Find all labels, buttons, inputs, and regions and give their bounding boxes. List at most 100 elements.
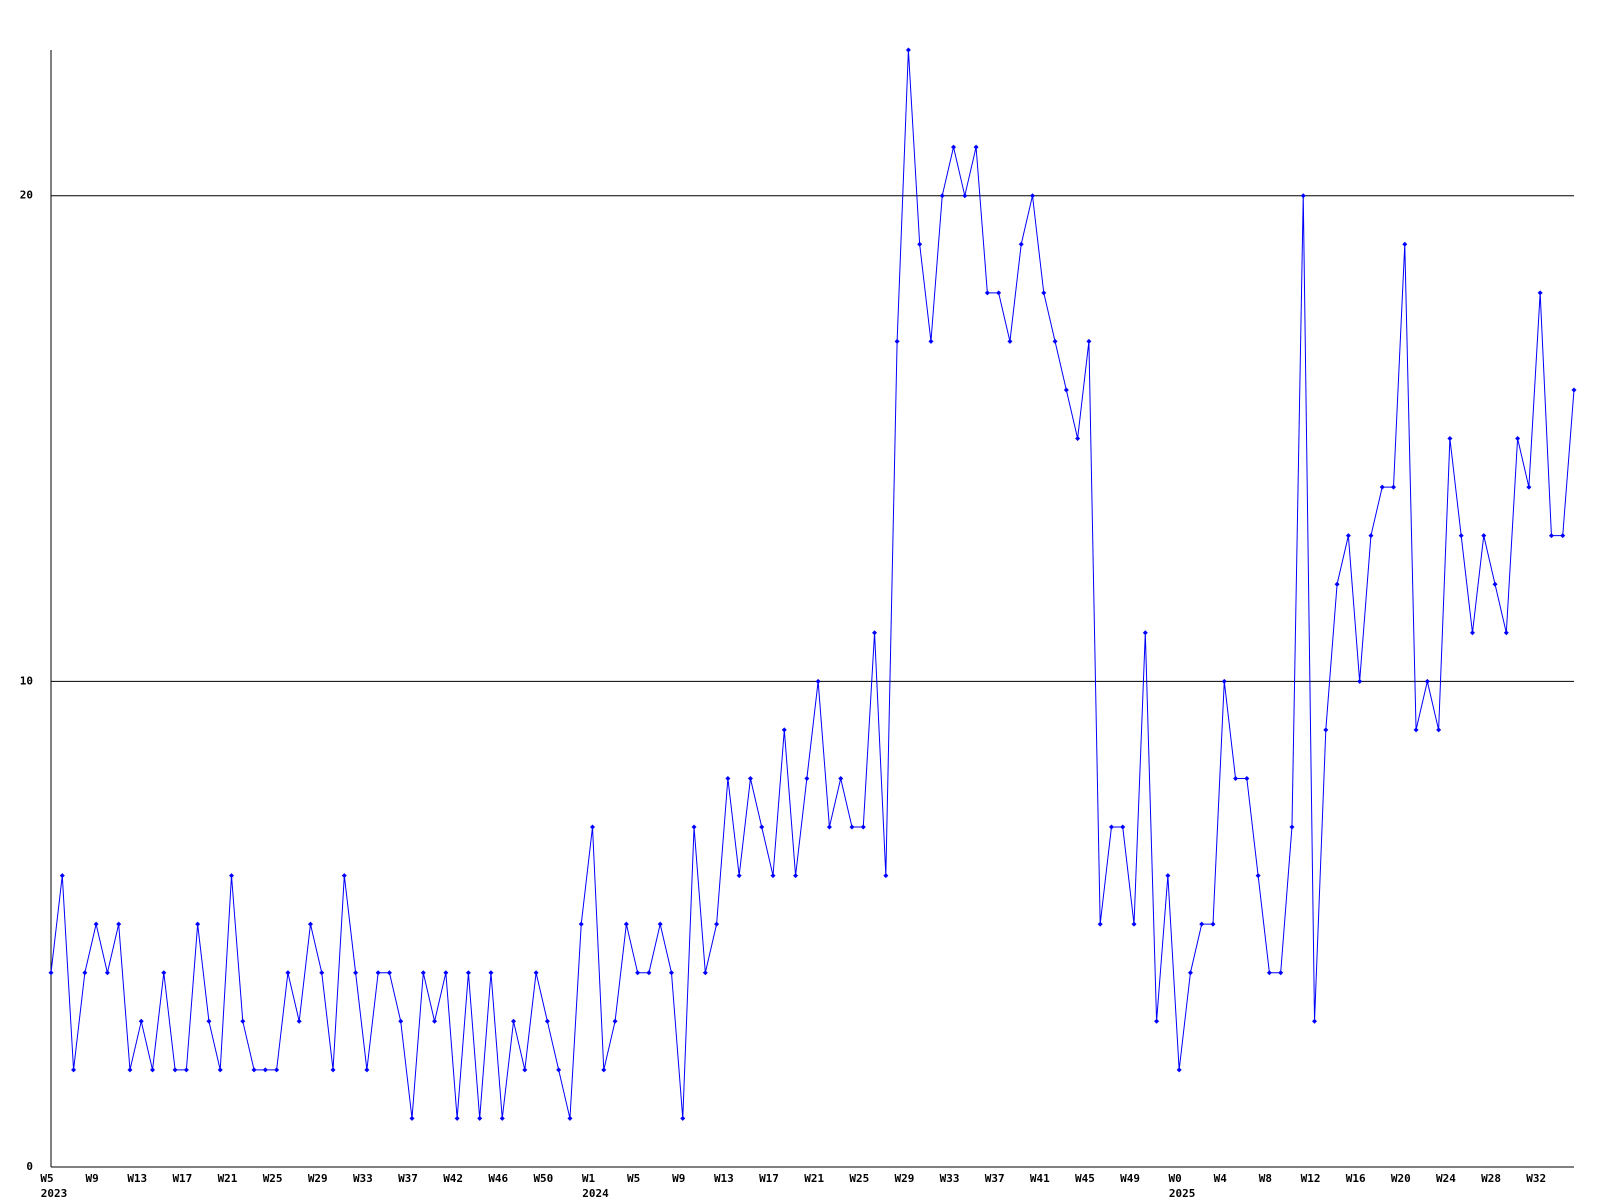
point [1515,436,1521,442]
point [1154,1018,1160,1024]
point [262,1067,268,1073]
point [657,921,663,927]
point [1413,727,1419,733]
point [150,1067,156,1073]
point [1469,630,1475,636]
point [1108,824,1114,830]
point [375,970,381,976]
point [939,193,945,199]
x-tick-label: W24 [1436,1172,1456,1185]
point [556,1067,562,1073]
point [770,873,776,879]
point [1007,338,1013,344]
point [217,1067,223,1073]
point [274,1067,280,1073]
point [1334,581,1340,587]
x-tick-label: W5 [627,1172,640,1185]
point [285,970,291,976]
x-tick-label: W29 [308,1172,328,1185]
point [1041,290,1047,296]
point [668,970,674,976]
point [1447,436,1453,442]
point [1300,193,1306,199]
point [635,970,641,976]
x-tick-label: W46 [488,1172,508,1185]
point [127,1067,133,1073]
point [93,921,99,927]
point [962,193,968,199]
point [533,970,539,976]
point [1323,727,1329,733]
point [1187,970,1193,976]
point [702,970,708,976]
point [1165,873,1171,879]
x-tick-label: W41 [1030,1172,1050,1185]
x-tick-label: W12 [1301,1172,1321,1185]
point [1199,921,1205,927]
point [1526,484,1532,490]
point [691,824,697,830]
point [917,241,923,247]
x-tick-label: W45 [1075,1172,1095,1185]
point [183,1067,189,1073]
point [1379,484,1385,490]
point [623,921,629,927]
point [443,970,449,976]
point [544,1018,550,1024]
y-tick-label: 10 [20,674,33,687]
x-tick-label: W0 [1169,1172,1182,1185]
point [420,970,426,976]
x-tick-label: W21 [218,1172,238,1185]
y-tick-label: 20 [20,189,33,202]
x-tick-label: W17 [759,1172,779,1185]
point [815,678,821,684]
point [1278,970,1284,976]
point [1289,824,1295,830]
point [838,775,844,781]
point [229,873,235,879]
point [1503,630,1509,636]
point [1018,241,1024,247]
point [353,970,359,976]
x-tick-label: W28 [1481,1172,1501,1185]
point [522,1067,528,1073]
point [883,873,889,879]
point [590,824,596,830]
point [138,1018,144,1024]
x-year-label: 2023 [41,1187,68,1200]
x-tick-label: W13 [714,1172,734,1185]
point [747,775,753,781]
point [1368,533,1374,539]
point [511,1018,517,1024]
x-year-label: 2024 [582,1187,609,1200]
point [714,921,720,927]
x-tick-label: W50 [533,1172,553,1185]
point [1424,678,1430,684]
point [973,144,979,150]
point [206,1018,212,1024]
point [567,1115,573,1121]
point [116,921,122,927]
point [59,873,65,879]
x-tick-label: W32 [1526,1172,1546,1185]
x-tick-label: W37 [398,1172,418,1185]
point [1548,533,1554,539]
point [826,824,832,830]
point [1436,727,1442,733]
x-tick-label: W25 [263,1172,283,1185]
point [849,824,855,830]
point [195,921,201,927]
x-year-label: 2025 [1169,1187,1196,1200]
point [984,290,990,296]
x-tick-label: W9 [86,1172,99,1185]
point [612,1018,618,1024]
point [804,775,810,781]
point [477,1115,483,1121]
point [1063,387,1069,393]
point [48,970,54,976]
point [161,970,167,976]
point [330,1067,336,1073]
point [951,144,957,150]
x-tick-label: W17 [172,1172,192,1185]
